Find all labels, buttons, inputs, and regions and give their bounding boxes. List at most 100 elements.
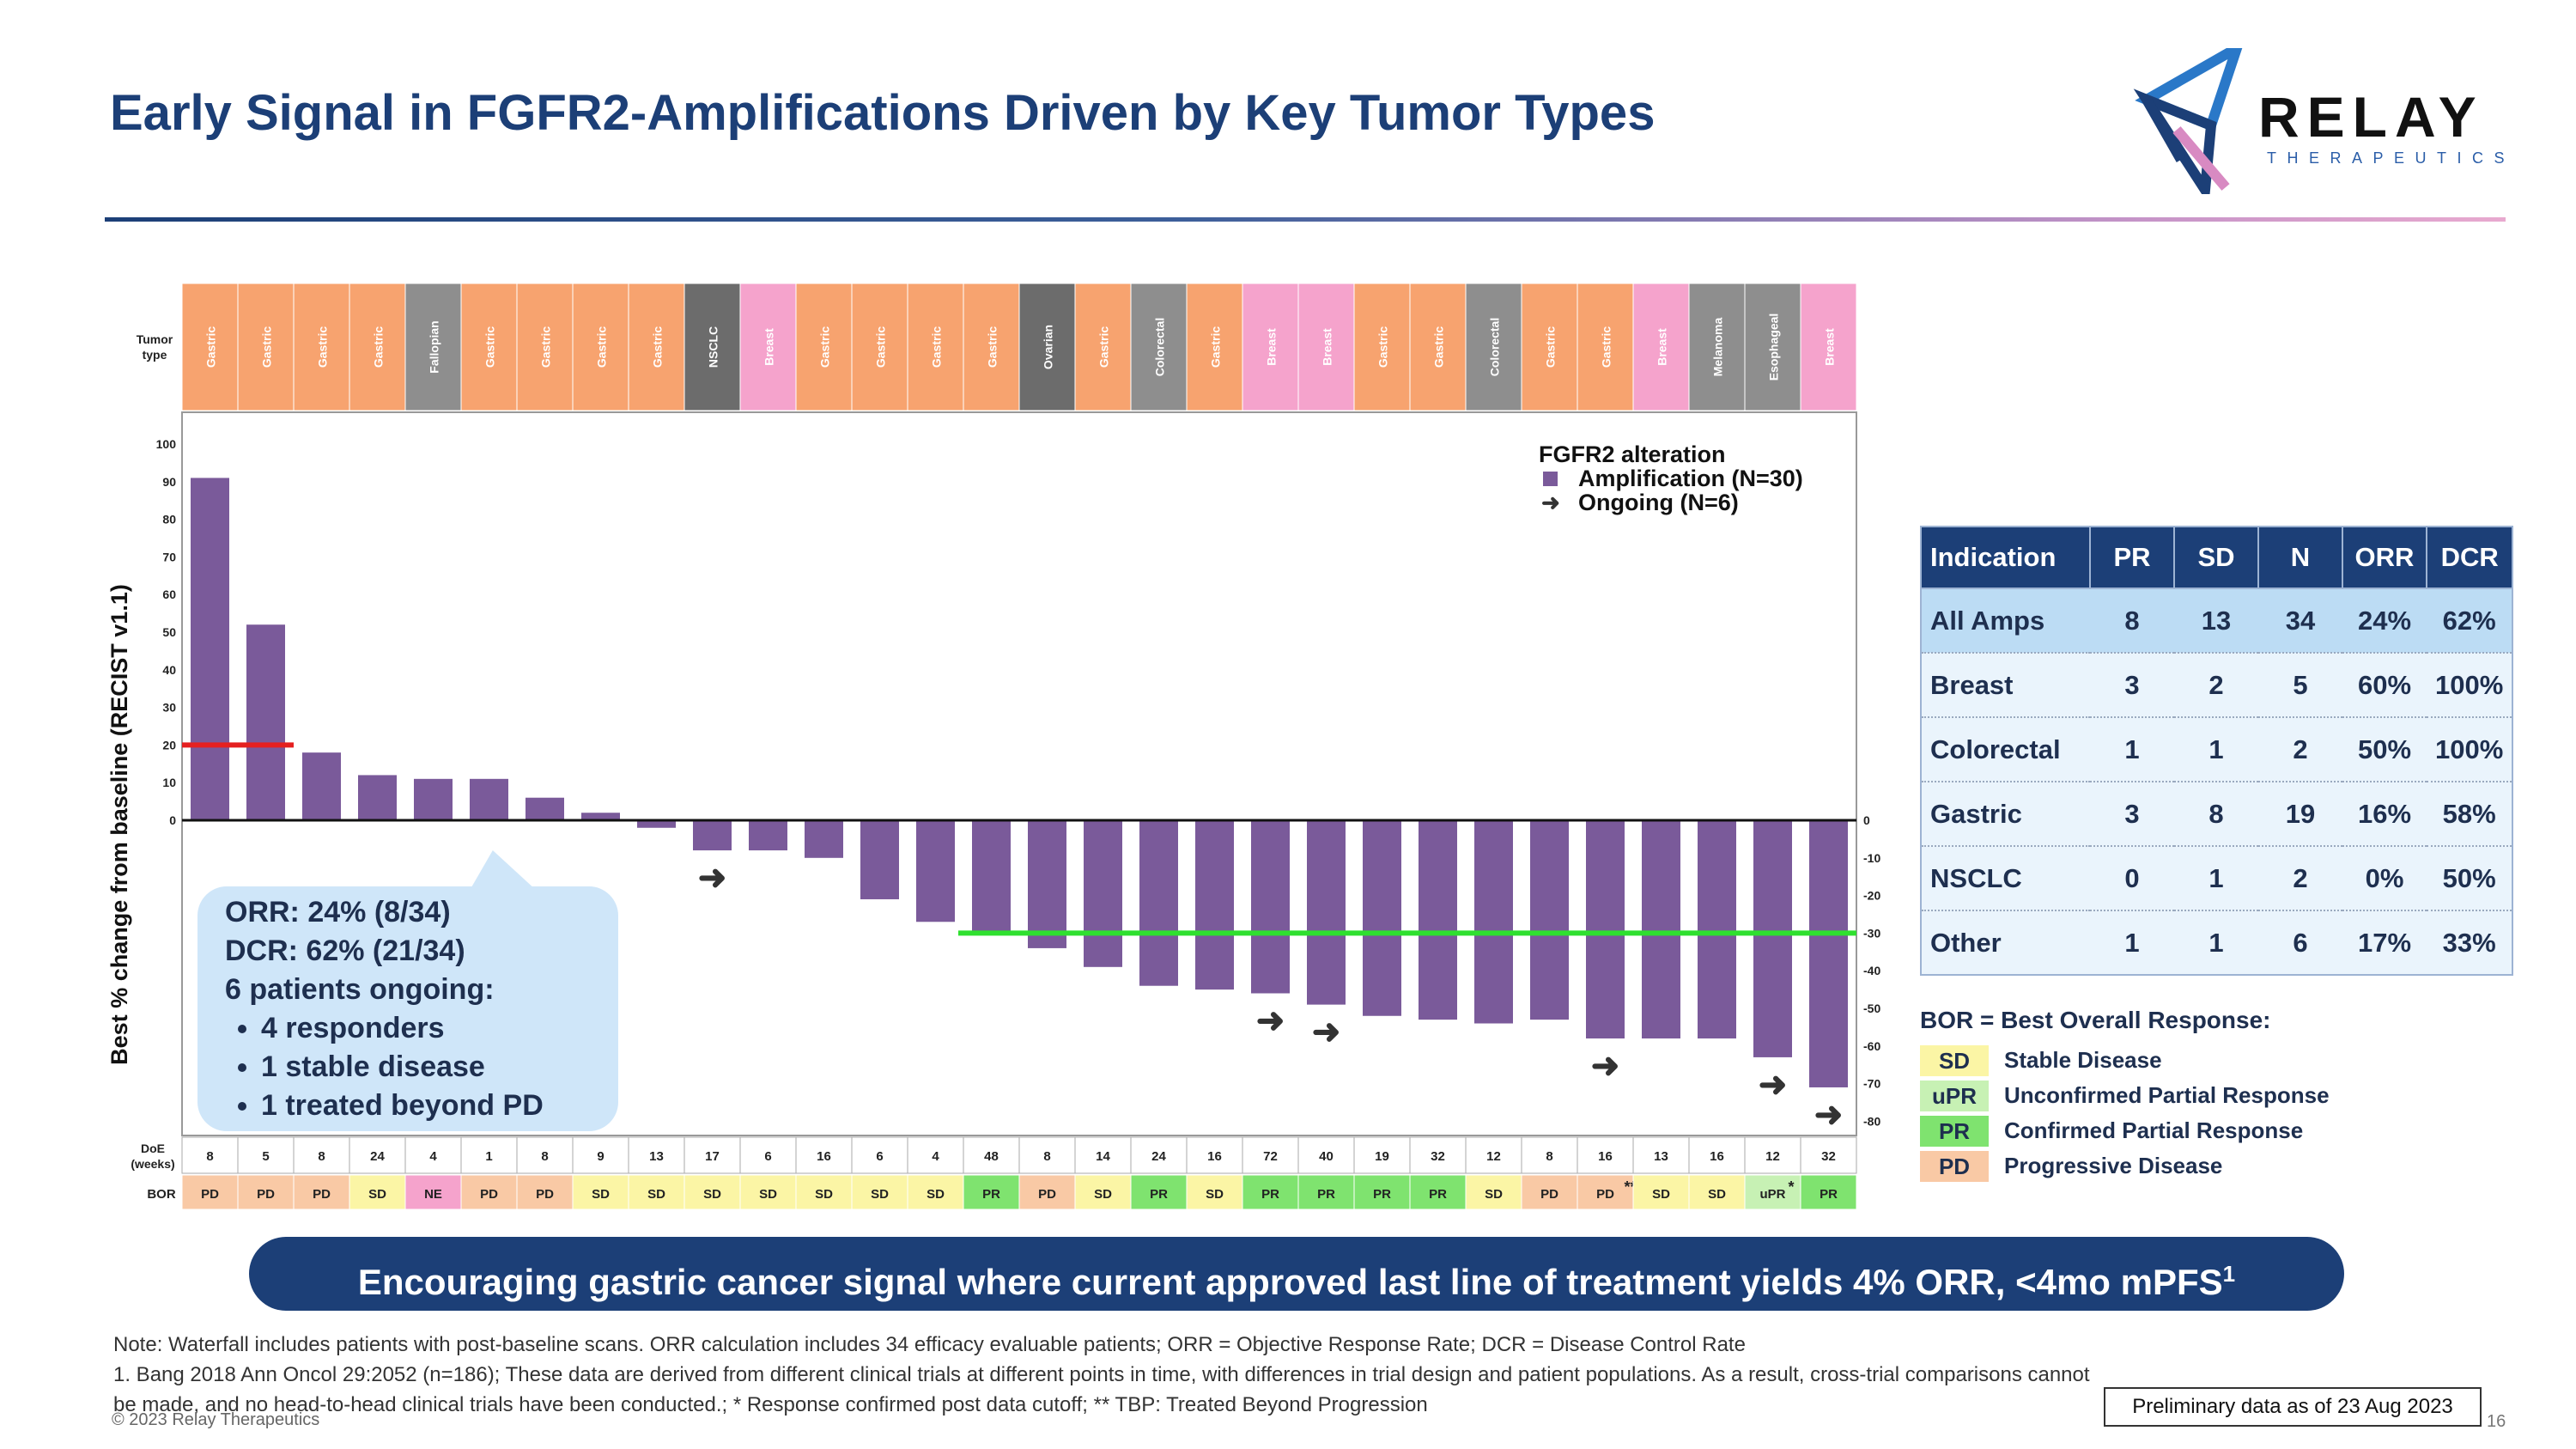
waterfall-bar — [1530, 820, 1569, 1020]
doe-value: 13 — [649, 1149, 664, 1164]
cell-indication: NSCLC — [1921, 846, 2090, 911]
cell-n: 34 — [2258, 588, 2342, 654]
tumor-type-label: Gastric — [1376, 326, 1390, 368]
cell-pr: 3 — [2090, 782, 2174, 847]
waterfall-bar — [1642, 820, 1680, 1039]
bor-value: NE — [424, 1187, 442, 1202]
doe-value: 6 — [876, 1149, 883, 1164]
tumor-type-cell — [1521, 283, 1578, 411]
tumor-type-cell — [293, 283, 350, 411]
doe-cell — [963, 1136, 1020, 1174]
doe-cell — [237, 1136, 295, 1174]
tumor-type-label: Esophageal — [1767, 314, 1781, 381]
tumor-type-label: Colorectal — [1488, 318, 1502, 376]
summary-table: Indication PR SD N ORR DCR All Amps 8 13… — [1920, 526, 2514, 976]
waterfall-bar — [972, 820, 1011, 934]
bor-value: SD — [592, 1187, 610, 1202]
logo-subtitle: THERAPEUTICS — [2267, 149, 2516, 167]
cell-dcr: 100% — [2427, 653, 2513, 718]
doe-value: 14 — [1096, 1149, 1110, 1164]
waterfall-bar — [1698, 820, 1736, 1039]
bor-cell — [628, 1174, 685, 1210]
cell-orr: 50% — [2342, 717, 2427, 782]
bor-desc: Stable Disease — [2004, 1047, 2162, 1073]
cell-pr: 0 — [2090, 846, 2174, 911]
doe-value: 16 — [1207, 1149, 1222, 1164]
tumor-type-cell — [1409, 283, 1467, 411]
cell-orr: 24% — [2342, 588, 2427, 654]
doe-cell — [1577, 1136, 1634, 1174]
tumor-type-label: Gastric — [818, 326, 832, 368]
bor-cell — [1242, 1174, 1299, 1210]
cell-indication: Breast — [1921, 653, 2090, 718]
doe-value: 13 — [1654, 1149, 1668, 1164]
callout-ongoing: 6 patients ongoing: — [225, 973, 495, 1006]
cell-sd: 1 — [2174, 910, 2258, 976]
tumor-type-cell — [1297, 283, 1355, 411]
doe-cell — [1409, 1136, 1467, 1174]
tumor-type-cell — [739, 283, 797, 411]
tumor-type-cell — [1186, 283, 1243, 411]
y-tick-left: 40 — [162, 663, 176, 677]
bor-desc: Unconfirmed Partial Response — [2004, 1082, 2330, 1108]
tumor-type-cell — [1800, 283, 1857, 411]
bor-value: PR — [1373, 1187, 1391, 1202]
bor-value: PR — [1429, 1187, 1447, 1202]
doe-cell — [1800, 1136, 1857, 1174]
cell-pr: 1 — [2090, 910, 2174, 976]
callout-dcr: DCR: 62% (21/34) — [225, 935, 465, 967]
tumor-type-label: Gastric — [1209, 326, 1223, 368]
doe-cell — [1074, 1136, 1132, 1174]
tumor-type-label: Gastric — [260, 326, 274, 368]
bor-value: PR — [1261, 1187, 1279, 1202]
doe-value: 4 — [932, 1149, 939, 1164]
cell-sd: 13 — [2174, 588, 2258, 654]
logo-wordmark: RELAY — [2258, 85, 2484, 149]
callout-text: ORR: 24% (8/34) DCR: 62% (21/34) 6 patie… — [225, 893, 544, 1125]
tumor-type-label: Gastric — [1432, 326, 1446, 368]
bor-value: PR — [1820, 1187, 1838, 1202]
bor-cell — [851, 1174, 908, 1210]
bor-value: PD — [1038, 1187, 1056, 1202]
bor-value: SD — [1206, 1187, 1224, 1202]
bor-cell — [349, 1174, 406, 1210]
y-tick-right: -80 — [1863, 1114, 1880, 1128]
bor-cell — [1130, 1174, 1188, 1210]
table-row: NSCLC 0 1 2 0% 50% — [1921, 846, 2513, 911]
y-tick-right: -70 — [1863, 1077, 1880, 1091]
doe-value: 24 — [1151, 1149, 1166, 1164]
tumor-type-label: Gastric — [651, 326, 665, 368]
col-dcr: DCR — [2425, 526, 2514, 589]
cell-indication: All Amps — [1921, 588, 2090, 654]
bor-legend-item: uPR Unconfirmed Partial Response — [1920, 1078, 2330, 1113]
legend-arrow-icon: ➜ — [1541, 490, 1560, 515]
cell-orr: 17% — [2342, 910, 2427, 976]
col-sd: SD — [2173, 526, 2259, 589]
tumor-type-label: Gastric — [372, 326, 386, 368]
tumor-type-label: Gastric — [595, 326, 609, 368]
bor-value: PR — [982, 1187, 1000, 1202]
doe-cell — [1018, 1136, 1076, 1174]
tumor-type-cell — [1688, 283, 1746, 411]
doe-value: 16 — [1598, 1149, 1613, 1164]
bor-value: SD — [1094, 1187, 1112, 1202]
bor-cell — [795, 1174, 853, 1210]
bor-cell — [1744, 1174, 1801, 1210]
cell-n: 2 — [2258, 717, 2342, 782]
tumor-type-label: Gastric — [986, 326, 999, 368]
callout-bullet: 1 stable disease — [261, 1048, 544, 1087]
y-tick-left: 0 — [169, 813, 176, 827]
bor-legend: BOR = Best Overall Response: SD Stable D… — [1920, 1007, 2330, 1184]
key-message-banner: Encouraging gastric cancer signal where … — [249, 1237, 2344, 1311]
bor-value: PD — [480, 1187, 498, 1202]
doe-cell — [851, 1136, 908, 1174]
table-row: Other 1 1 6 17% 33% — [1921, 910, 2513, 976]
doe-value: 8 — [318, 1149, 325, 1164]
table-row: All Amps 8 13 34 24% 62% — [1921, 588, 2513, 654]
tumor-type-cell — [1744, 283, 1801, 411]
bor-cell — [1800, 1174, 1857, 1210]
bor-value: SD — [815, 1187, 833, 1202]
waterfall-bar — [1139, 820, 1178, 986]
legend-square-icon — [1543, 472, 1558, 486]
bor-footnote-mark: * — [1789, 1178, 1795, 1196]
